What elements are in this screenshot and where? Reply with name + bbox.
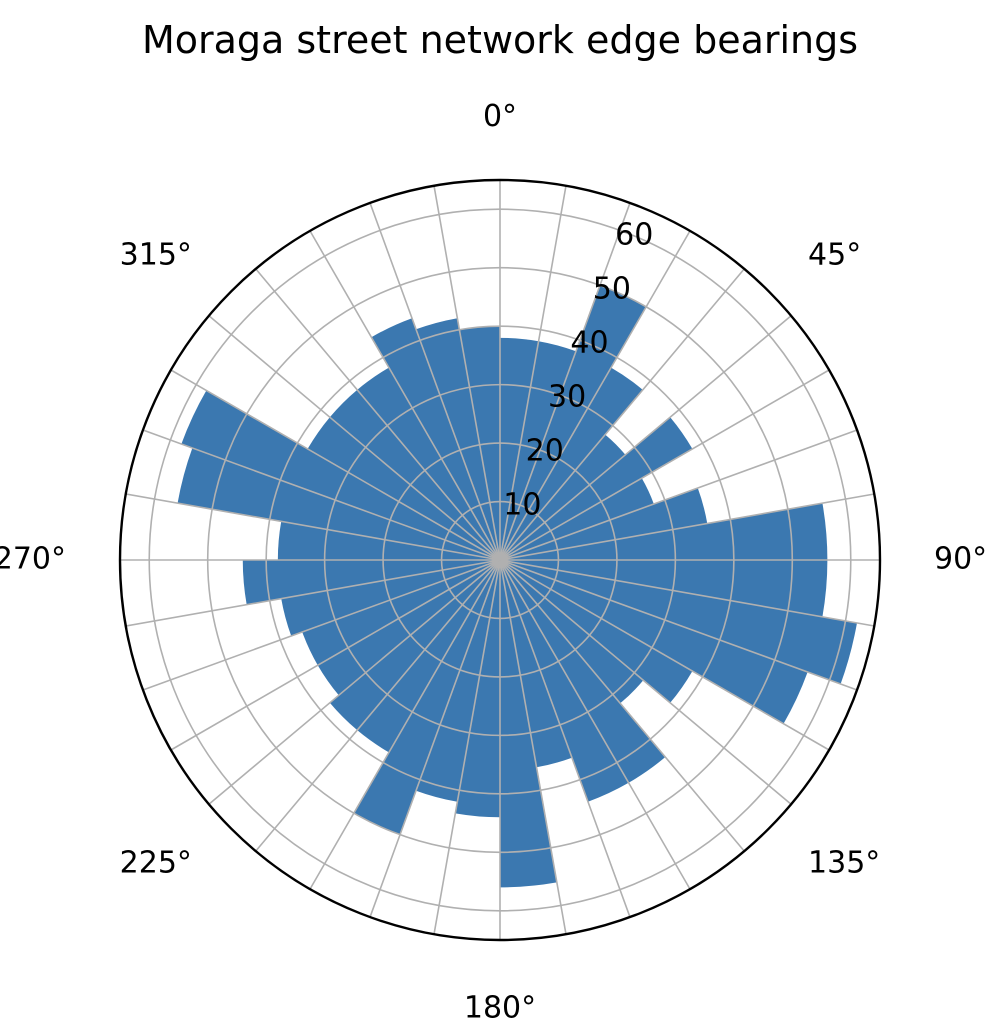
angle-tick-label: 135°: [808, 846, 880, 881]
r-tick-label: 50: [593, 271, 631, 306]
r-tick-label: 60: [615, 217, 653, 252]
chart-container: Moraga street network edge bearings 1020…: [0, 0, 1000, 1024]
angle-tick-label: 90°: [934, 542, 987, 577]
r-tick-label: 30: [548, 379, 586, 414]
angle-tick-label: 315°: [120, 237, 192, 272]
polar-chart-svg: 10 20 30 40 50 60 0° 45° 90° 135° 180° 225° 270° 315°: [0, 0, 1000, 1024]
angle-tick-label: 225°: [120, 846, 192, 881]
angle-tick-label: 270°: [0, 542, 66, 577]
angle-tick-label: 45°: [808, 237, 861, 272]
grid-group: [120, 180, 880, 940]
angle-tick-label: 180°: [464, 991, 536, 1024]
r-tick-label: 40: [570, 325, 608, 360]
angle-tick-label: 0°: [483, 99, 517, 134]
r-tick-label: 10: [503, 487, 541, 522]
r-tick-label: 20: [526, 433, 564, 468]
